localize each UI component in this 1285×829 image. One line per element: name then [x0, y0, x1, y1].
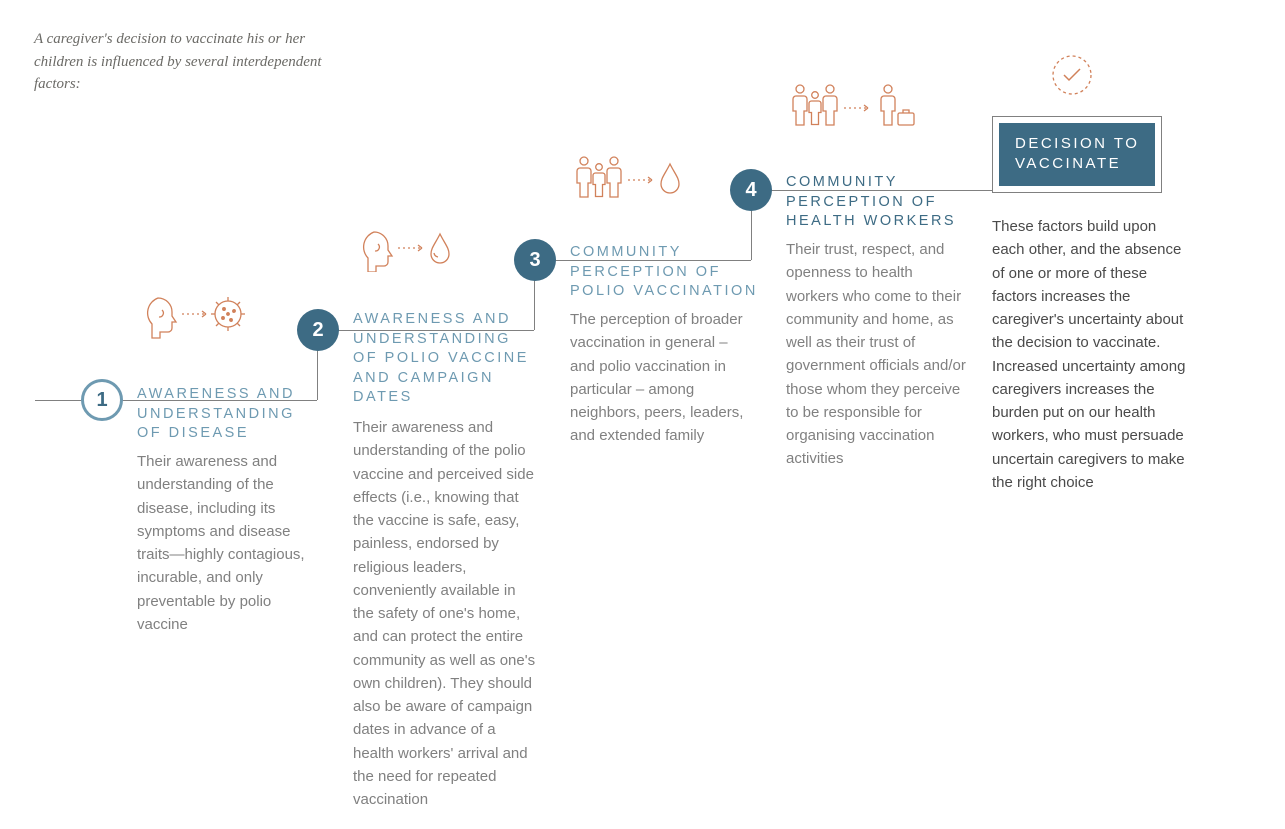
step-3-title: COMMUNITY PERCEPTION OF POLIO VACCINATIO…	[570, 243, 770, 302]
head-virus-icon	[140, 286, 260, 341]
step-4-badge: 4	[730, 169, 772, 211]
step-3-badge: 3	[514, 239, 556, 281]
head-drop-icon	[356, 222, 466, 272]
intro-text: A caregiver's decision to vaccinate his …	[34, 28, 344, 96]
step-2-title: AWARENESS AND UNDERSTANDING OF POLIO VAC…	[353, 310, 543, 408]
family-worker-icon	[788, 80, 938, 135]
decision-box: DECISION TO VACCINATE	[992, 116, 1162, 193]
step-4-body: Their trust, respect, and openness to he…	[786, 238, 966, 471]
family-drop-icon	[572, 152, 702, 207]
step-4-title: COMMUNITY PERCEPTION OF HEALTH WORKERS	[786, 173, 976, 232]
step-1-title: AWARENESS AND UNDERSTANDING OF DISEASE	[137, 385, 317, 444]
step-3-body: The perception of broader vaccination in…	[570, 308, 745, 448]
checkmark-icon	[1050, 53, 1094, 97]
step-2-badge: 2	[297, 309, 339, 351]
step-1-badge: 1	[81, 379, 123, 421]
decision-title: DECISION TO VACCINATE	[999, 123, 1155, 186]
step-1-body: Their awareness and understanding of the…	[137, 450, 312, 636]
step-2-body: Their awareness and understanding of the…	[353, 416, 538, 811]
decision-body: These factors build upon each other, and…	[992, 215, 1187, 494]
